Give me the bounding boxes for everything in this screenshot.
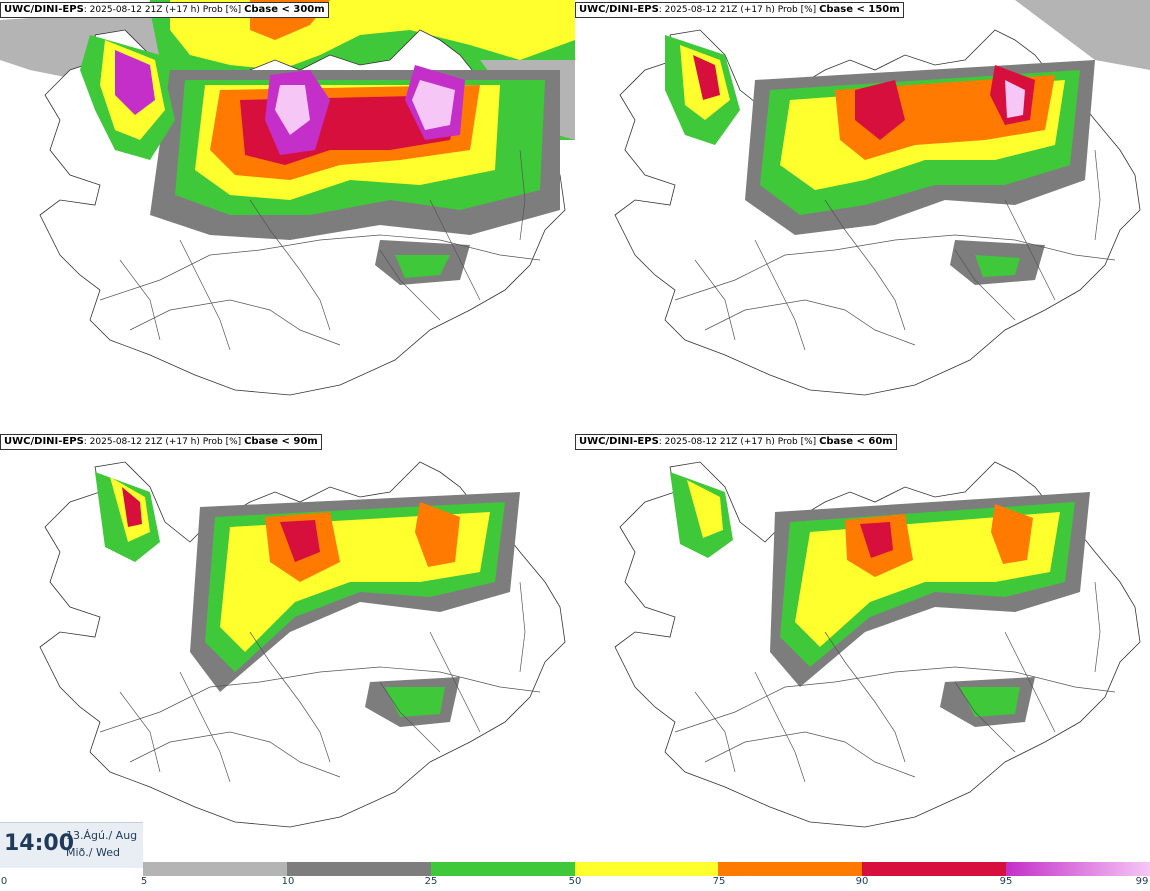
legend-tick: 10 <box>281 876 295 887</box>
run-meta: 2025-08-12 21Z (+17 h) Prob [%] <box>89 5 242 15</box>
map-panel-90m: UWC/DINI-EPS: 2025-08-12 21Z (+17 h) Pro… <box>0 432 575 864</box>
model-name: UWC/DINI-EPS <box>4 4 84 15</box>
legend-tick: 90 <box>855 876 869 887</box>
map-panel-150m: UWC/DINI-EPS: 2025-08-12 21Z (+17 h) Pro… <box>575 0 1150 432</box>
cbase-threshold: Cbase < 60m <box>819 436 893 447</box>
probability-color-legend <box>143 862 1150 876</box>
run-meta: 2025-08-12 21Z (+17 h) Prob [%] <box>664 5 817 15</box>
legend-segment-75-90 <box>718 862 863 876</box>
panel-title: UWC/DINI-EPS: 2025-08-12 21Z (+17 h) Pro… <box>575 2 904 18</box>
probability-map <box>0 0 575 396</box>
panel-title: UWC/DINI-EPS: 2025-08-12 21Z (+17 h) Pro… <box>0 434 322 450</box>
model-name: UWC/DINI-EPS <box>579 4 659 15</box>
model-name: UWC/DINI-EPS <box>579 436 659 447</box>
legend-segment-50-75 <box>574 862 719 876</box>
run-meta: 2025-08-12 21Z (+17 h) Prob [%] <box>664 437 817 447</box>
legend-tick: 95 <box>999 876 1013 887</box>
cbase-threshold: Cbase < 300m <box>244 4 325 15</box>
legend-segment-10-25 <box>286 862 431 876</box>
valid-time: 14:00 <box>4 831 75 856</box>
legend-segment-90-95 <box>862 862 1007 876</box>
probability-map <box>39 461 566 828</box>
valid-weekday: Mið./ Wed <box>66 846 120 859</box>
legend-tick: 75 <box>712 876 726 887</box>
legend-segment-25-50 <box>430 862 575 876</box>
valid-time-box: 14:00 13.Ágú./ Aug Mið./ Wed <box>0 822 143 868</box>
run-meta: 2025-08-12 21Z (+17 h) Prob [%] <box>89 437 242 447</box>
model-name: UWC/DINI-EPS <box>4 436 84 447</box>
panel-title: UWC/DINI-EPS: 2025-08-12 21Z (+17 h) Pro… <box>575 434 897 450</box>
map-panel-60m: UWC/DINI-EPS: 2025-08-12 21Z (+17 h) Pro… <box>575 432 1150 864</box>
legend-segment-5-10 <box>143 862 287 876</box>
cbase-threshold: Cbase < 150m <box>819 4 900 15</box>
legend-tick: 25 <box>424 876 438 887</box>
valid-date: 13.Ágú./ Aug <box>66 829 138 842</box>
legend-tick: 0 <box>0 876 8 887</box>
map-panel-300m: UWC/DINI-EPS: 2025-08-12 21Z (+17 h) Pro… <box>0 0 575 432</box>
probability-map <box>614 0 1150 396</box>
legend-tick: 99 <box>1135 876 1149 887</box>
probability-map <box>614 461 1141 828</box>
legend-tick-labels: 0 5 10 25 50 75 90 95 99 <box>0 876 1150 891</box>
panel-title: UWC/DINI-EPS: 2025-08-12 21Z (+17 h) Pro… <box>0 2 329 18</box>
legend-tick: 5 <box>140 876 148 887</box>
legend-segment-95-99 <box>1006 862 1150 876</box>
cbase-threshold: Cbase < 90m <box>244 436 318 447</box>
legend-tick: 50 <box>568 876 582 887</box>
